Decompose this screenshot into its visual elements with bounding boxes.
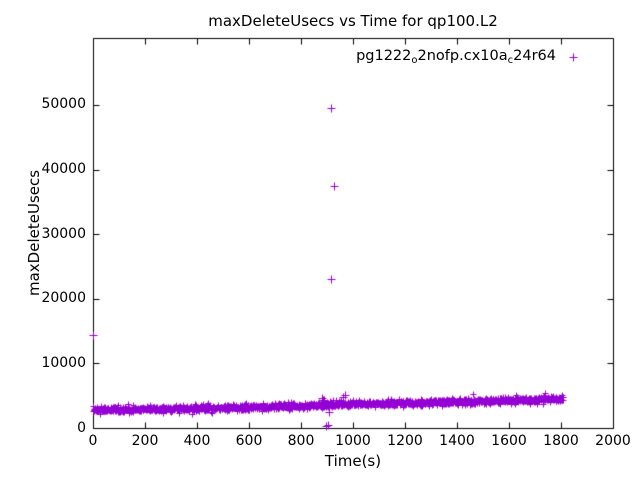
y-tick-label: 10000 bbox=[41, 354, 86, 371]
y-tick-label: 50000 bbox=[41, 96, 86, 113]
x-tick-label: 0 bbox=[88, 433, 98, 449]
x-tick-label: 1800 bbox=[543, 433, 579, 449]
x-tick-label: 800 bbox=[287, 433, 315, 449]
legend: pg1222o2nofp.cx10ac24r64 bbox=[93, 48, 556, 66]
y-tick-label: 30000 bbox=[41, 225, 86, 242]
x-tick-label: 200 bbox=[131, 433, 159, 449]
x-tick-label: 1000 bbox=[335, 433, 371, 449]
legend-label-text: 24r64 bbox=[513, 48, 556, 64]
legend-label-subscript: o bbox=[411, 55, 418, 66]
legend-label-subscript: c bbox=[507, 55, 514, 66]
x-tick-label: 1400 bbox=[439, 433, 475, 449]
x-tick-label: 400 bbox=[183, 433, 211, 449]
legend-label-text: 2nofp.cx10a bbox=[417, 48, 508, 64]
y-tick-label: 20000 bbox=[41, 290, 86, 307]
legend-label-text: pg1222 bbox=[356, 48, 412, 64]
x-tick-label: 2000 bbox=[595, 433, 631, 449]
x-tick-label: 600 bbox=[235, 433, 263, 449]
x-axis-title: Time(s) bbox=[324, 452, 382, 470]
x-tick-label: 1600 bbox=[491, 433, 527, 449]
chart-title: maxDeleteUsecs vs Time for qp100.L2 bbox=[208, 12, 498, 30]
y-tick-label: 0 bbox=[77, 419, 86, 436]
y-tick-label: 40000 bbox=[41, 161, 86, 178]
legend-series-label: pg1222o2nofp.cx10ac24r64 bbox=[356, 48, 556, 66]
x-tick-label: 1200 bbox=[387, 433, 423, 449]
